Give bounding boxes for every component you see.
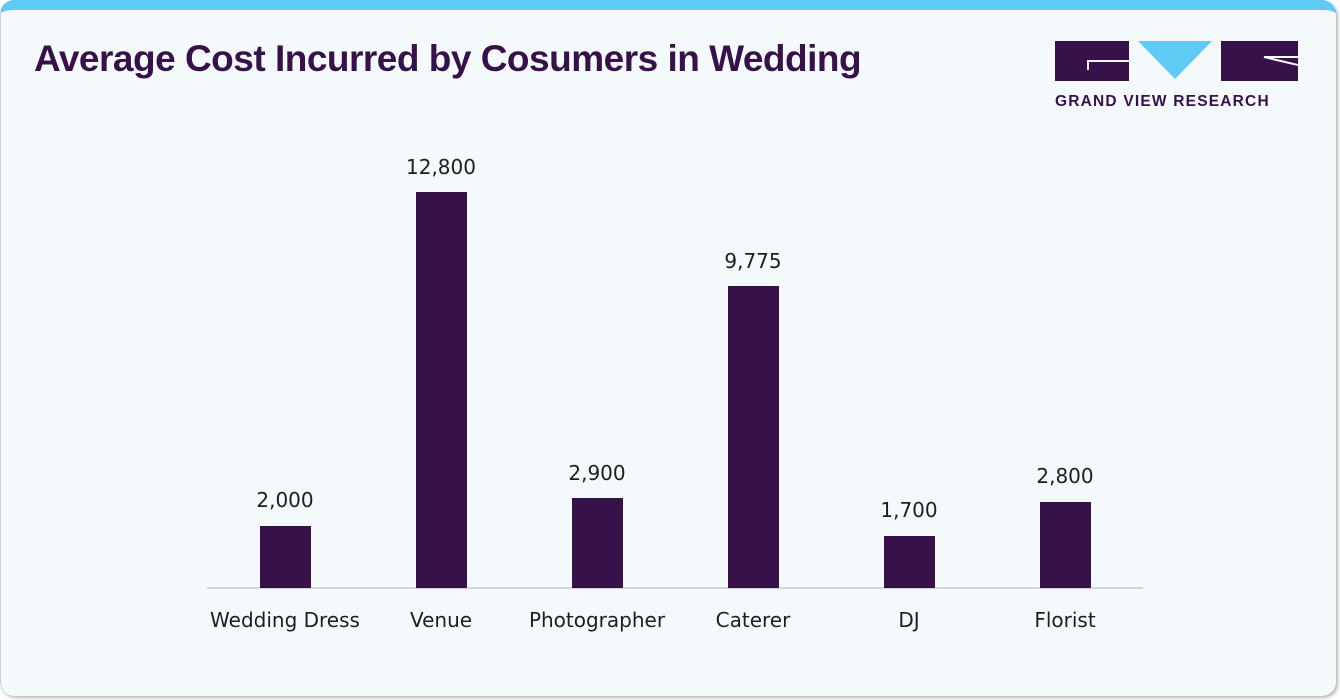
data-label-caterer: 9,775 xyxy=(724,249,782,273)
x-tick-venue: Venue xyxy=(409,608,473,632)
data-label-venue: 12,800 xyxy=(406,155,476,179)
data-label-florist: 2,800 xyxy=(1036,464,1094,488)
data-label-wedding-dress: 2,000 xyxy=(256,488,314,512)
bar-dj xyxy=(884,536,935,588)
data-label-dj: 1,700 xyxy=(880,498,938,522)
logo-g-block xyxy=(1055,41,1129,81)
logo-v-triangle xyxy=(1138,41,1212,79)
x-axis-line xyxy=(207,587,1143,589)
x-tick-caterer: Caterer xyxy=(715,608,791,632)
bar-venue xyxy=(416,192,467,588)
x-tick-wedding-dress: Wedding Dress xyxy=(210,608,360,632)
bar-wedding-dress xyxy=(260,526,311,588)
bar-florist xyxy=(1040,502,1091,588)
x-tick-florist: Florist xyxy=(1034,608,1096,632)
x-tick-dj: DJ xyxy=(898,608,920,632)
data-label-photographer: 2,900 xyxy=(568,461,626,485)
bar-photographer xyxy=(572,498,623,588)
chart-title: Average Cost Incurred by Cosumers in Wed… xyxy=(34,38,862,79)
bar-caterer xyxy=(728,286,779,588)
x-tick-photographer: Photographer xyxy=(528,608,666,632)
logo-text: GRAND VIEW RESEARCH xyxy=(1055,93,1270,110)
grand-view-research-logo: GRAND VIEW RESEARCH xyxy=(1055,41,1298,111)
logo-r-block xyxy=(1221,41,1298,81)
